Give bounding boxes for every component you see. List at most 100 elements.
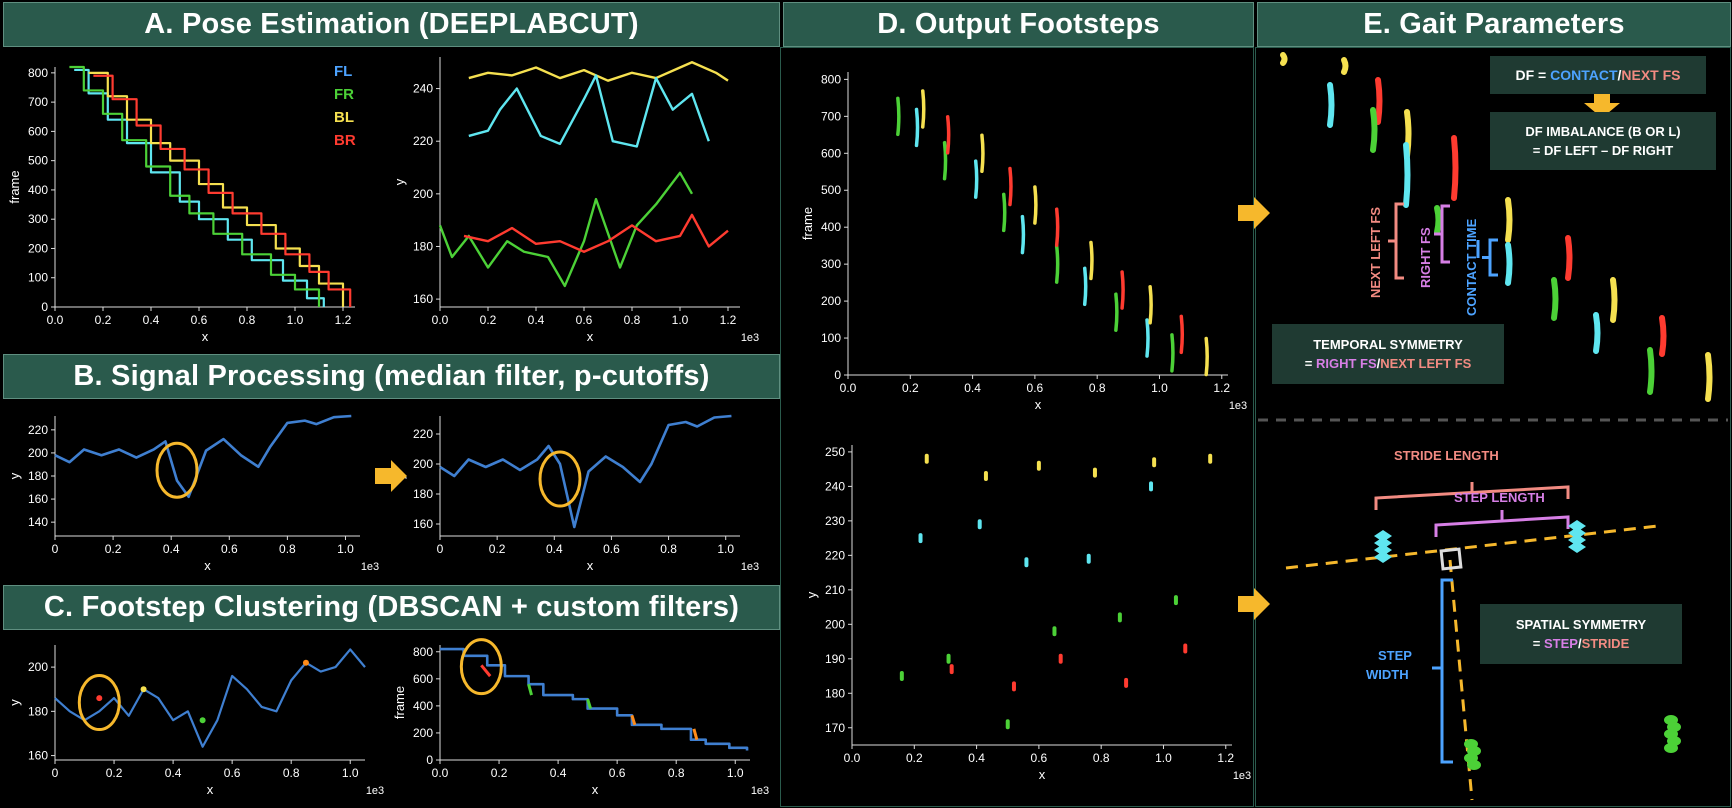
e-footprint-cyan — [1568, 520, 1586, 532]
e-footprint-green — [1664, 743, 1678, 753]
label-stride-length: STRIDE LENGTH — [1394, 448, 1499, 463]
a2-xtick-label: 0.4 — [528, 313, 545, 327]
c2-ytick-label: 800 — [413, 645, 433, 659]
df-slash: / — [1617, 66, 1622, 83]
d1-footstep-fl — [973, 159, 979, 199]
e-footstep-fr — [1647, 347, 1655, 395]
a1-series-fr — [69, 65, 321, 307]
a1-ytick-label: 400 — [28, 183, 48, 197]
b1-highlight-circle — [155, 441, 199, 499]
d1-footstep-fl — [914, 107, 920, 148]
arrow-d-e-bottom — [1238, 588, 1270, 620]
d2-footstep-br — [949, 664, 954, 675]
spatial-line1: SPATIAL SYMMETRY — [1515, 617, 1647, 632]
spatial-step: STEP — [1543, 636, 1578, 651]
d2-footstep-br — [1058, 653, 1063, 664]
e-bracket-step-length — [1434, 510, 1570, 537]
d2-ytick-label: 230 — [825, 514, 845, 528]
e-footstep-cyan — [1327, 82, 1335, 128]
a1-ytick-label: 700 — [28, 95, 48, 109]
e-footstep-br — [1565, 235, 1573, 281]
d1-footstep-br — [1179, 314, 1185, 355]
b2-xtick-label: 0.6 — [603, 542, 620, 556]
c2-xtick-label: 0.0 — [432, 766, 449, 780]
c2-segment-orange — [692, 728, 699, 741]
b2-xtick-label: 1.0 — [717, 542, 734, 556]
c2-segment-orange — [630, 714, 637, 726]
a2-xtick-label: 1.2 — [720, 313, 737, 327]
d1-footstep-fr — [942, 140, 948, 181]
a2-unit: 1e3 — [741, 332, 759, 344]
d1-footstep-fr — [1001, 192, 1007, 233]
a1-ytick-label: 300 — [28, 212, 48, 226]
d1-xtick-label: 0.4 — [964, 381, 981, 395]
a1-xlabel: x — [202, 329, 209, 344]
header-output-footsteps: D. Output Footsteps — [783, 2, 1254, 47]
a1-series-br — [93, 74, 352, 307]
label-step: STEP — [1378, 648, 1412, 663]
d1-ytick-label: 700 — [821, 109, 841, 123]
c2-xtick-label: 1.0 — [727, 766, 744, 780]
a2-xtick-label: 0.8 — [624, 313, 641, 327]
e-footstep-bl — [1610, 277, 1618, 323]
c1-cluster-orange — [302, 659, 309, 666]
d2-xtick-label: 0.2 — [906, 751, 923, 765]
e-bracket-step-width — [1432, 578, 1453, 764]
e-footstep-bl — [1705, 352, 1713, 402]
header-footstep-clustering: C. Footstep Clustering (DBSCAN + custom … — [3, 585, 780, 630]
d2-footstep-fr — [1173, 595, 1178, 606]
a1-ytick-label: 200 — [28, 241, 48, 255]
b1-xlabel: x — [204, 558, 211, 573]
a2-xtick-label: 0.6 — [576, 313, 593, 327]
c2-segment-green — [527, 683, 533, 696]
d1-footstep-bl — [980, 133, 985, 174]
a1-xtick-label: 0.2 — [95, 313, 112, 327]
d2-footstep-fl — [977, 519, 982, 530]
d1-footstep-br — [1008, 166, 1013, 207]
e-footstep-cyan — [1593, 312, 1601, 354]
d1-ytick-label: 800 — [821, 72, 841, 86]
c2-xtick-label: 0.8 — [668, 766, 685, 780]
d1-footstep-br — [945, 115, 951, 155]
d2-ytick-label: 180 — [825, 686, 845, 700]
a2-ylabel: y — [392, 178, 407, 185]
b2-ytick-label: 200 — [413, 457, 433, 471]
a2-series-fr — [438, 171, 694, 288]
d1-footstep-bl — [1033, 185, 1038, 225]
d1-ytick-label: 500 — [821, 183, 841, 197]
c2-xtick-label: 0.4 — [550, 766, 567, 780]
d2-footstep-bl — [1208, 453, 1213, 464]
e-footstep-bl — [1341, 57, 1349, 75]
b2-highlight-circle — [538, 450, 582, 508]
c1-ytick-label: 200 — [28, 660, 48, 674]
d2-xtick-label: 1.0 — [1155, 751, 1172, 765]
d1-xtick-label: 0.0 — [840, 381, 857, 395]
d2-ytick-label: 190 — [825, 652, 845, 666]
d2-footstep-fr — [899, 671, 904, 682]
d2-footstep-fr — [946, 653, 951, 664]
d1-xtick-label: 0.2 — [902, 381, 919, 395]
temporal-right: RIGHT FS — [1315, 356, 1377, 371]
a1-ytick-label: 500 — [28, 154, 48, 168]
a1-ytick-label: 600 — [28, 124, 48, 138]
d2-ylabel: y — [804, 591, 819, 598]
a1-ylabel: frame — [7, 170, 22, 203]
c1-cluster-yellow — [140, 686, 147, 693]
d1-xtick-label: 1.2 — [1213, 381, 1230, 395]
spatial-slash: / — [1577, 636, 1582, 651]
c1-ytick-label: 180 — [28, 704, 48, 718]
b1-xtick-label: 0 — [52, 542, 59, 556]
a1-xtick-label: 0.6 — [191, 313, 208, 327]
e-down-arrow — [1584, 93, 1620, 118]
temporal-symmetry-box: TEMPORAL SYMMETRY = RIGHT FS/NEXT LEFT F… — [1272, 324, 1504, 384]
df-contact: CONTACT — [1550, 66, 1618, 83]
a2-series-fl — [468, 74, 710, 148]
d1-footstep-br — [1120, 270, 1125, 310]
c1-unit: 1e3 — [366, 785, 384, 797]
arrow-d-e-top — [1238, 197, 1270, 229]
label-width: WIDTH — [1366, 667, 1409, 682]
d1-footstep-fr — [896, 96, 901, 137]
spatial-symmetry-box: SPATIAL SYMMETRY = STEP/STRIDE — [1480, 604, 1682, 664]
df-imbalance-box: DF IMBALANCE (B OR L) = DF LEFT – DF RIG… — [1490, 112, 1716, 170]
